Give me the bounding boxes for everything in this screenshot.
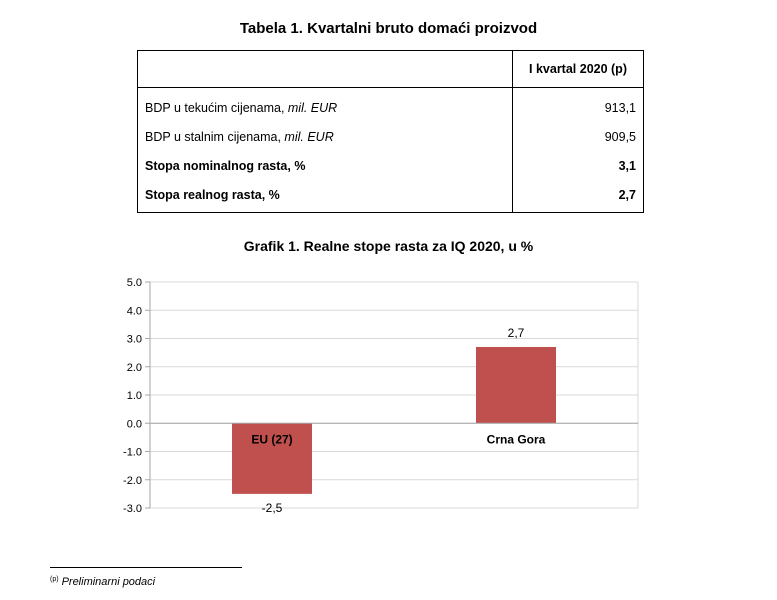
bar xyxy=(476,346,556,424)
footnote-marker: (p) xyxy=(50,576,59,583)
gdp-table: I kvartal 2020 (p) BDP u tekućim cijenam… xyxy=(137,50,644,213)
y-tick-label: 3.0 xyxy=(127,334,142,346)
y-tick-label: -2.0 xyxy=(123,475,142,487)
row-value: 913,1 xyxy=(512,87,644,122)
row-label: BDP u tekućim cijenama, mil. EUR xyxy=(137,87,513,122)
category-label: EU (27) xyxy=(251,432,292,446)
footnote-text: Preliminarni podaci xyxy=(61,576,156,588)
table-header-row: I kvartal 2020 (p) xyxy=(137,50,644,88)
table-header-blank xyxy=(137,50,513,88)
table-row: BDP u tekućim cijenama, mil. EUR 913,1 xyxy=(137,87,644,122)
table-row: BDP u stalnim cijenama, mil. EUR 909,5 xyxy=(137,122,644,151)
bar xyxy=(232,423,312,494)
data-label: 2,7 xyxy=(508,326,525,340)
row-label: BDP u stalnim cijenama, mil. EUR xyxy=(137,122,513,151)
table-row: Stopa nominalnog rasta, % 3,1 xyxy=(137,151,644,180)
row-label: Stopa realnog rasta, % xyxy=(137,180,513,213)
y-tick-label: -3.0 xyxy=(123,503,142,515)
y-tick-label: 5.0 xyxy=(127,277,142,289)
chart-title: Grafik 1. Realne stope rasta za IQ 2020,… xyxy=(243,238,534,254)
footnote-divider xyxy=(50,567,242,568)
table-header-quarter: I kvartal 2020 (p) xyxy=(512,50,644,88)
row-value: 2,7 xyxy=(512,180,644,213)
bar-chart: -3.0 -2.0 -1.0 0.0 1.0 2.0 3.0 4.0 5.0 -2,5 EU (27… xyxy=(123,277,639,515)
y-tick-label: 1.0 xyxy=(127,390,142,402)
table-row: Stopa realnog rasta, % 2,7 xyxy=(137,180,644,213)
row-label: Stopa nominalnog rasta, % xyxy=(137,151,513,180)
footnote: (p) Preliminarni podaci xyxy=(50,576,155,588)
y-tick-label: 4.0 xyxy=(127,305,142,317)
row-unit: mil. EUR xyxy=(287,100,338,115)
y-tick-label: 0.0 xyxy=(127,418,142,430)
row-value: 3,1 xyxy=(512,151,644,180)
y-tick-label: -1.0 xyxy=(123,447,142,459)
y-tick-label: 2.0 xyxy=(127,362,142,374)
table-title: Tabela 1. Kvartalni bruto domaći proizvo… xyxy=(239,20,538,37)
data-label: -2,5 xyxy=(262,501,283,515)
category-label: Crna Gora xyxy=(487,432,546,446)
row-value: 909,5 xyxy=(512,122,644,151)
row-unit: mil. EUR xyxy=(284,129,334,144)
